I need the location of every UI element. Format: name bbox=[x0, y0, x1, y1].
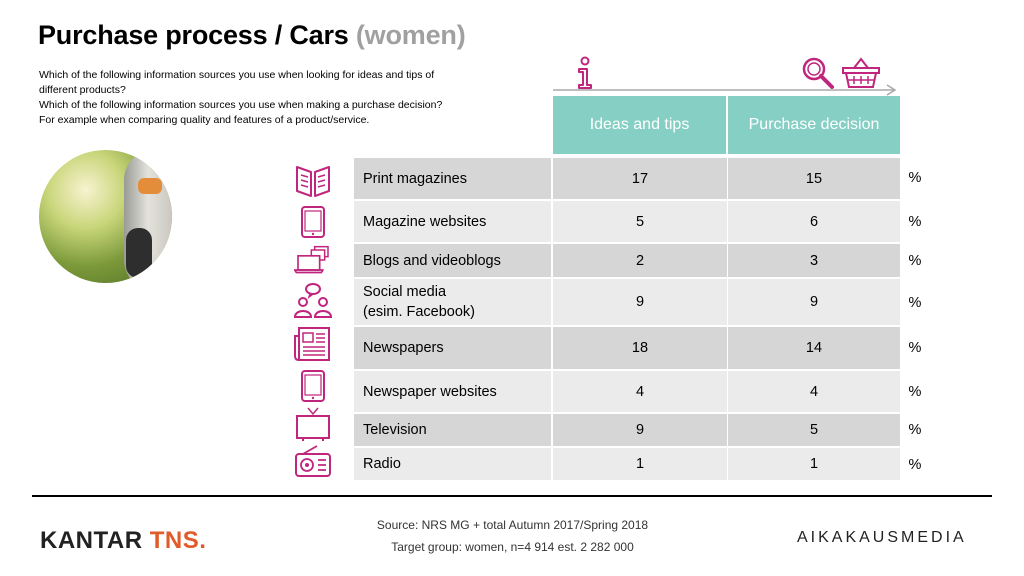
column-header-ideas: Ideas and tips bbox=[553, 96, 726, 154]
table-row: Radio 1 1 bbox=[354, 448, 900, 480]
title-sub: (women) bbox=[355, 20, 466, 50]
value-purchase: 15 bbox=[728, 158, 900, 199]
value-purchase: 6 bbox=[728, 201, 900, 242]
magnifier-icon bbox=[802, 57, 834, 89]
table-row: Magazine websites 5 6 bbox=[354, 201, 900, 242]
percent-sign: % bbox=[908, 384, 922, 400]
table-row: Television 9 5 bbox=[354, 414, 900, 446]
question-line-2: different products? bbox=[39, 84, 126, 96]
radio-icon bbox=[295, 445, 331, 477]
title-main: Purchase process / Cars bbox=[38, 20, 349, 50]
row-label: Print magazines bbox=[354, 158, 551, 199]
laptop-icon bbox=[293, 245, 329, 274]
tablet-icon bbox=[301, 370, 325, 402]
value-ideas: 1 bbox=[553, 448, 727, 480]
newspaper-icon bbox=[294, 327, 330, 361]
percent-sign: % bbox=[908, 253, 922, 269]
kantar-tns-logo: KANTAR TNS. bbox=[40, 527, 207, 554]
value-purchase: 3 bbox=[728, 244, 900, 277]
percent-sign: % bbox=[908, 422, 922, 438]
table-row: Print magazines 17 15 bbox=[354, 158, 900, 199]
car-photo bbox=[39, 150, 172, 283]
book-icon bbox=[296, 166, 330, 197]
source-note: Source: NRS MG + total Autumn 2017/Sprin… bbox=[376, 518, 649, 532]
footer-divider bbox=[32, 495, 992, 497]
value-ideas: 18 bbox=[553, 327, 727, 369]
info-icon bbox=[578, 56, 592, 89]
percent-sign: % bbox=[908, 457, 922, 473]
value-ideas: 9 bbox=[553, 414, 727, 446]
value-ideas: 9 bbox=[553, 279, 727, 325]
value-purchase: 9 bbox=[728, 279, 900, 325]
row-label: Newspapers bbox=[354, 327, 551, 369]
percent-sign: % bbox=[908, 214, 922, 230]
process-arrow bbox=[553, 84, 897, 96]
row-label: Magazine websites bbox=[354, 201, 551, 242]
tablet-icon bbox=[301, 206, 325, 238]
table-row: Newspaper websites 4 4 bbox=[354, 371, 900, 412]
column-header-purchase: Purchase decision bbox=[728, 96, 900, 154]
table-row: Social media (esim. Facebook) 9 9 bbox=[354, 279, 900, 325]
row-label-line-2: (esim. Facebook) bbox=[363, 304, 476, 320]
table-row: Newspapers 18 14 bbox=[354, 327, 900, 369]
value-ideas: 5 bbox=[553, 201, 727, 242]
row-label-line-1: Social media bbox=[363, 284, 447, 300]
target-group-note: Target group: women, n=4 914 est. 2 282 … bbox=[391, 540, 634, 554]
value-purchase: 5 bbox=[728, 414, 900, 446]
percent-sign: % bbox=[908, 340, 922, 356]
table-row: Blogs and videoblogs 2 3 bbox=[354, 244, 900, 277]
row-label: Newspaper websites bbox=[354, 371, 551, 412]
percent-sign: % bbox=[908, 170, 922, 186]
basket-icon bbox=[842, 57, 880, 88]
question-line-1: Which of the following information sourc… bbox=[39, 69, 435, 81]
row-label: Social media (esim. Facebook) bbox=[354, 279, 551, 325]
row-label: Television bbox=[354, 414, 551, 446]
percent-sign: % bbox=[908, 295, 922, 311]
value-ideas: 2 bbox=[553, 244, 727, 277]
question-line-3: Which of the following information sourc… bbox=[39, 99, 443, 111]
value-purchase: 4 bbox=[728, 371, 900, 412]
aikakausmedia-logo: AIKAKAUSMEDIA bbox=[797, 529, 967, 546]
row-label: Blogs and videoblogs bbox=[354, 244, 551, 277]
question-line-4: For example when comparing quality and f… bbox=[39, 114, 370, 126]
value-ideas: 17 bbox=[553, 158, 727, 199]
row-label: Radio bbox=[354, 448, 551, 480]
value-ideas: 4 bbox=[553, 371, 727, 412]
value-purchase: 1 bbox=[728, 448, 900, 480]
tv-icon bbox=[296, 407, 330, 441]
value-purchase: 14 bbox=[728, 327, 900, 369]
people-icon bbox=[293, 283, 333, 318]
page-title: Purchase process / Cars (women) bbox=[38, 20, 466, 51]
